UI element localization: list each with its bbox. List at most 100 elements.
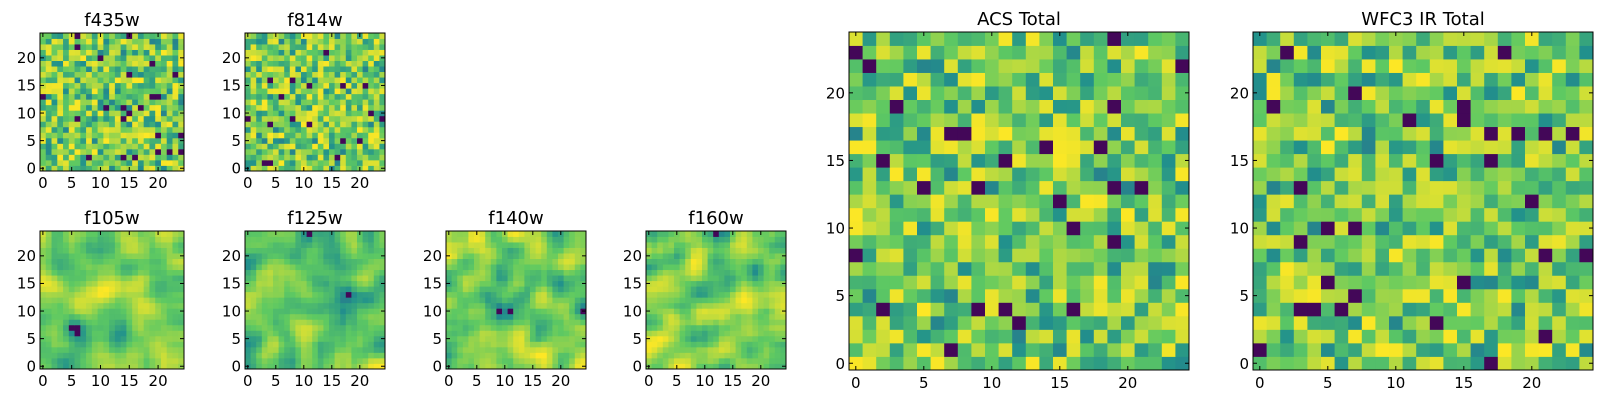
heatmap-cell [1579, 207, 1594, 222]
heatmap-cell [351, 104, 358, 111]
heatmap-cell [323, 60, 330, 67]
heatmap-cell [507, 346, 514, 353]
heatmap-cell [97, 313, 104, 320]
heatmap-cell [496, 335, 503, 342]
heatmap-cell [120, 236, 127, 243]
heatmap-cell [496, 253, 503, 259]
heatmap-cell [702, 275, 708, 282]
heatmap-cell [679, 346, 686, 353]
heatmap-cell [357, 82, 363, 89]
heatmap-cell [379, 104, 386, 111]
heatmap-cell [1280, 356, 1295, 371]
heatmap-cell [160, 126, 168, 133]
heatmap-cell [351, 60, 358, 67]
heatmap-cell [1361, 356, 1376, 371]
heatmap-cell [261, 308, 268, 315]
heatmap-cell [513, 352, 520, 359]
heatmap-cell [284, 352, 291, 359]
heatmap-cell [1511, 315, 1526, 330]
heatmap-cell [944, 329, 959, 344]
heatmap-cell [903, 153, 918, 168]
heatmap-cell [758, 341, 764, 348]
heatmap-cell [849, 207, 863, 222]
heatmap-cell [306, 341, 313, 348]
heatmap-cell [160, 253, 168, 259]
heatmap-cell [340, 77, 347, 84]
heatmap-cell [507, 280, 514, 287]
heatmap-cell [245, 49, 251, 56]
heatmap-cell [849, 356, 863, 371]
heatmap-cell [1443, 302, 1458, 317]
heatmap-cell [451, 363, 458, 370]
heatmap-cell [485, 357, 492, 364]
heatmap-cell [68, 143, 75, 150]
heatmap-cell [1066, 167, 1081, 182]
heatmap-cell [657, 280, 664, 287]
heatmap-cell [889, 32, 904, 46]
heatmap-cell [80, 165, 87, 172]
heatmap-cell [690, 242, 697, 248]
heatmap-cell [507, 313, 514, 320]
heatmap-cell [696, 330, 703, 337]
heatmap-cell [903, 275, 918, 290]
heatmap-cell [446, 291, 452, 298]
heatmap-cell [563, 258, 570, 265]
heatmap-cell [57, 154, 64, 161]
heatmap-cell [944, 194, 959, 209]
heatmap-cell [849, 329, 863, 344]
heatmap-cell [178, 44, 185, 50]
heatmap-cell [357, 93, 363, 100]
heatmap-cell [362, 165, 369, 172]
heatmap-cell [172, 258, 179, 265]
heatmap-cell [132, 33, 139, 39]
heatmap-cell [63, 269, 70, 276]
heatmap-cell [474, 253, 480, 259]
heatmap-cell [250, 143, 257, 150]
heatmap-cell [68, 71, 75, 78]
heatmap-cell [149, 38, 156, 45]
heatmap-cell [1161, 59, 1176, 73]
heatmap-cell [267, 319, 274, 326]
heatmap-cell [51, 121, 58, 128]
heatmap-cell [541, 269, 548, 276]
heatmap-cell [889, 167, 904, 182]
heatmap-cell [446, 341, 452, 348]
heatmap-cell [245, 60, 251, 67]
heatmap-cell [267, 258, 274, 265]
heatmap-cell [730, 286, 736, 293]
heatmap-cell [306, 82, 313, 89]
heatmap-cell [256, 143, 263, 150]
heatmap-cell [674, 236, 680, 243]
heatmap-cell [143, 132, 150, 139]
heatmap-cell [178, 77, 185, 84]
heatmap-cell [45, 33, 52, 39]
heatmap-cell [1280, 167, 1295, 182]
heatmap-cell [746, 264, 753, 271]
heatmap-cell [651, 231, 658, 237]
heatmap-cell [1039, 167, 1054, 182]
heatmap-cell [273, 335, 279, 342]
heatmap-cell [1066, 302, 1081, 317]
heatmap-cell [379, 77, 386, 84]
heatmap-cell [541, 335, 548, 342]
heatmap-cell [569, 275, 576, 282]
heatmap-cell [679, 302, 686, 309]
heatmap-cell [345, 137, 352, 144]
heatmap-cell [306, 71, 313, 78]
heatmap-cell [580, 313, 587, 320]
heatmap-cell [334, 357, 341, 364]
heatmap-cell [1457, 194, 1471, 209]
heatmap-cell [91, 319, 98, 326]
heatmap-cell [51, 159, 58, 166]
heatmap-cell [256, 269, 263, 276]
heatmap-cell [541, 297, 548, 304]
heatmap-cell [657, 297, 664, 304]
axes-frame [39, 32, 185, 172]
heatmap-cell [45, 121, 52, 128]
heatmap-cell [546, 286, 553, 293]
heatmap-cell [971, 72, 986, 87]
heatmap-cell [155, 104, 162, 111]
heatmap-cell [273, 55, 279, 61]
heatmap-cell [80, 132, 87, 139]
heatmap-cell [530, 330, 536, 337]
